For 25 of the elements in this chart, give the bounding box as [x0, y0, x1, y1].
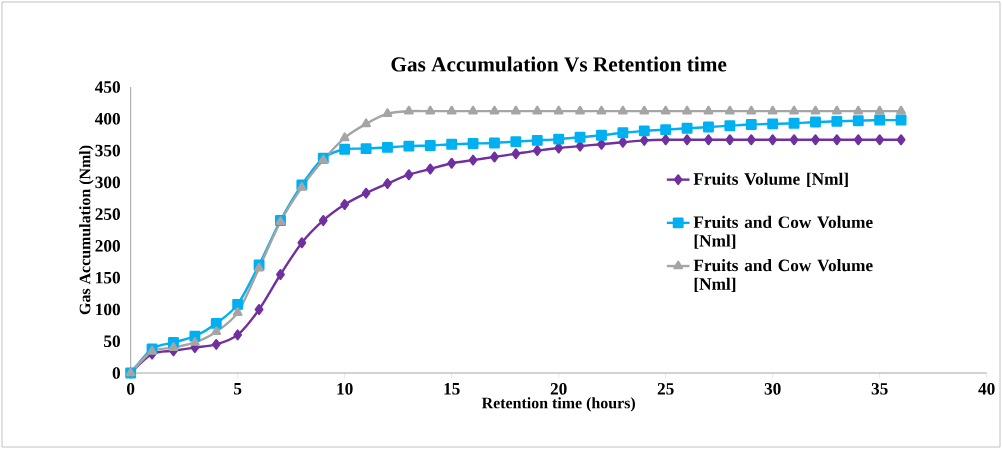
y-tick-label: 200	[95, 240, 120, 252]
x-tick-label: 15	[444, 383, 460, 395]
x-tick-label: 35	[871, 383, 888, 395]
y-tick-label: 100	[96, 303, 120, 316]
y-tick-label: 50	[104, 335, 120, 348]
y-tick-label: 450	[94, 81, 120, 93]
y-tick-label: 400	[94, 112, 120, 125]
legend-label: Fruits and Cow Volume [Nml]	[693, 259, 873, 292]
x-tick-label: 40	[978, 383, 995, 395]
y-tick-label: 0	[112, 367, 120, 379]
legend-label: Fruits and Cow Volume [Nml]	[693, 215, 873, 249]
y-tick-label: 350	[95, 144, 120, 157]
x-tick-label: 5	[234, 383, 242, 395]
x-tick-label: 20	[550, 383, 567, 395]
y-axis-title: Gas Accumulation (Nml)	[79, 145, 94, 315]
y-tick-label: 150	[96, 271, 120, 284]
y-tick-label: 250	[95, 208, 120, 220]
chart-title: Gas Accumulation Vs Retention time	[391, 56, 727, 72]
x-tick-label: 10	[337, 383, 353, 395]
x-tick-label: 30	[764, 383, 781, 395]
x-tick-label: 25	[657, 383, 674, 395]
x-tick-label: 0	[127, 383, 135, 395]
x-axis-title: Retention time (hours)	[481, 397, 635, 412]
legend-label: Fruits Volume [Nml]	[693, 172, 848, 187]
y-tick-label: 300	[95, 176, 120, 189]
